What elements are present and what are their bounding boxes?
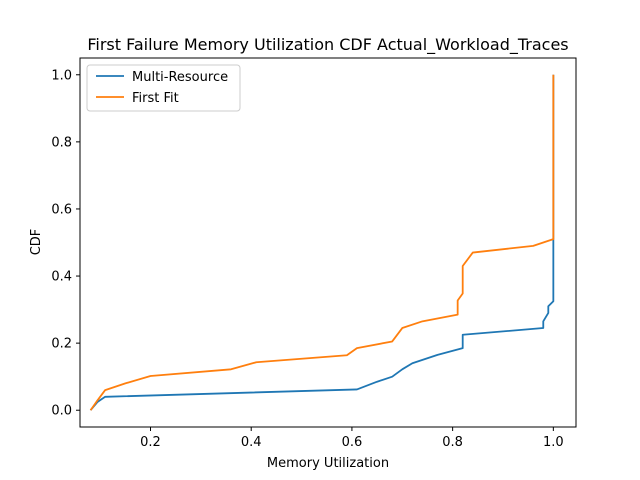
y-tick-label: 0.4 <box>51 270 72 285</box>
x-tick-label: 0.2 <box>140 435 161 450</box>
y-tick-label: 0.6 <box>51 202 72 217</box>
y-axis-label: CDF <box>29 229 44 256</box>
series-line-multi-resource <box>89 74 555 411</box>
x-tick-label: 0.6 <box>342 435 363 450</box>
y-tick-label: 0.0 <box>51 404 72 419</box>
x-axis-label: Memory Utilization <box>267 456 389 471</box>
plot-frame <box>79 57 577 428</box>
series-line-first-fit <box>89 74 555 411</box>
legend: Multi-Resource First Fit <box>86 64 241 112</box>
axis-ticks: 0.2 0.4 0.6 0.8 1.0 0.0 0.2 0.4 0.6 0.8 1.0 <box>51 68 563 450</box>
legend-box <box>86 64 241 112</box>
legend-label-first-fit: First Fit <box>132 91 179 106</box>
chart-title: First Failure Memory Utilization CDF Act… <box>87 35 568 55</box>
x-tick-label: 0.8 <box>442 435 463 450</box>
legend-label-multi-resource: Multi-Resource <box>132 70 228 85</box>
y-tick-label: 0.2 <box>51 337 72 352</box>
y-tick-label: 0.8 <box>51 135 72 150</box>
x-tick-label: 0.4 <box>241 435 262 450</box>
x-tick-label: 1.0 <box>543 435 564 450</box>
y-tick-label: 1.0 <box>51 68 72 83</box>
plot-area <box>80 58 576 427</box>
series-lines <box>89 74 555 411</box>
